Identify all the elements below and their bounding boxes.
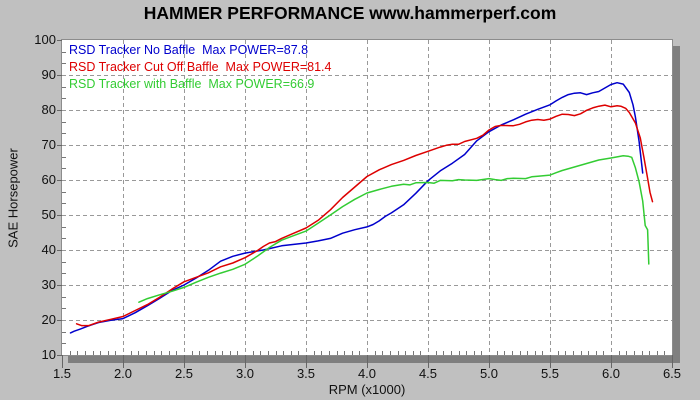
y-tick-label: 10 [41,347,56,362]
x-tick-label: 6.5 [662,366,682,381]
y-tick-label: 90 [41,67,56,82]
y-tick-label: 70 [41,137,56,152]
y-tick-label: 50 [41,207,56,222]
x-tick-label: 3.5 [296,366,316,381]
legend-entry-2: RSD Tracker with Baffle Max POWER=66.9 [69,77,315,91]
legend: RSD Tracker No Baffle Max POWER=87.8 RSD … [69,42,331,93]
x-tick-label: 3.0 [235,366,255,381]
legend-entry-1: RSD Tracker Cut Off Baffle Max POWER=81.… [69,60,332,74]
y-axis-label: SAE Horsepower [5,148,21,248]
x-tick-label: 4.0 [357,366,377,381]
x-tick-label: 6.0 [601,366,621,381]
series-curve-2 [138,155,650,303]
chart-title: HAMMER PERFORMANCE www.hammerperf.com [143,3,557,23]
x-tick-label: 5.5 [540,366,560,381]
legend-entry-0: RSD Tracker No Baffle Max POWER=87.8 [69,43,309,57]
x-tick-label: 2.5 [174,366,194,381]
y-tick-label: 100 [34,32,56,47]
x-tick-label: 1.5 [52,366,72,381]
series-curve-0 [69,81,644,334]
chart-canvas [57,40,673,368]
x-tick-label: 2.0 [113,366,133,381]
y-tick-label: 60 [41,172,56,187]
y-tick-label: 40 [41,242,56,257]
y-tick-label: 80 [41,102,56,117]
y-tick-label: 30 [41,277,56,292]
x-tick-label: 5.0 [479,366,499,381]
series-curve-1 [75,104,654,327]
x-axis-label: RPM (x1000) [328,382,406,397]
plot-area: RSD Tracker No Baffle Max POWER=87.8 RSD … [6,32,682,397]
x-tick-label: 4.5 [418,366,438,381]
y-tick-label: 20 [41,312,56,327]
